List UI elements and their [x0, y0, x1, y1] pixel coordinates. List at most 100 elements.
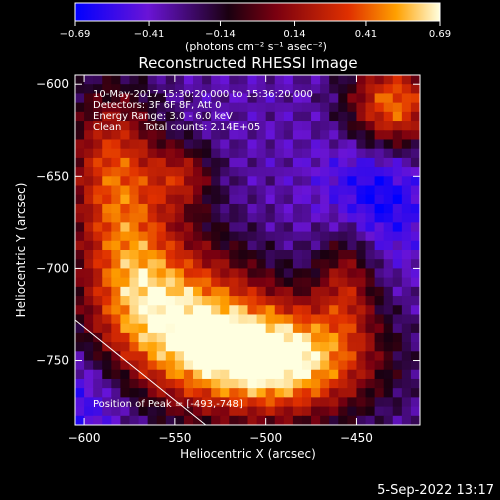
heatmap-cell — [102, 185, 112, 196]
heatmap-cell — [329, 157, 339, 168]
heatmap-cell — [292, 213, 303, 223]
heatmap-cell — [84, 314, 94, 325]
heatmap-cell — [283, 406, 294, 417]
heatmap-cell — [274, 342, 285, 352]
heatmap-cell — [247, 167, 258, 177]
heatmap-cell — [392, 277, 403, 288]
heatmap-cell — [102, 157, 112, 168]
heatmap-cell — [102, 388, 112, 398]
heatmap-cell — [374, 378, 385, 389]
heatmap-cell — [238, 286, 249, 297]
heatmap-cell — [410, 388, 420, 398]
heatmap-cell — [84, 102, 94, 113]
heatmap-cell — [410, 305, 420, 316]
heatmap-cell — [102, 360, 112, 371]
heatmap-cell — [202, 111, 212, 122]
heatmap-cell — [183, 332, 194, 343]
heatmap-cell — [410, 231, 420, 242]
heatmap-cell — [356, 93, 367, 104]
heatmap-cell — [401, 148, 412, 159]
heatmap-cell — [383, 185, 394, 196]
heatmap-cell — [401, 259, 412, 270]
heatmap-cell — [102, 111, 112, 122]
heatmap-cell — [102, 102, 112, 113]
heatmap-cell — [311, 388, 321, 398]
heatmap-cell — [93, 240, 103, 251]
heatmap-cell — [301, 250, 312, 260]
heatmap-cell — [347, 286, 358, 297]
heatmap-cell — [193, 75, 203, 85]
heatmap-cell — [111, 213, 121, 223]
heatmap-cell — [138, 305, 149, 316]
heatmap-cell — [84, 388, 94, 398]
heatmap-cell — [383, 75, 394, 85]
heatmap-cell — [256, 397, 267, 408]
heatmap-cell — [93, 332, 103, 343]
heatmap-cell — [202, 388, 212, 398]
heatmap-cell — [147, 121, 158, 131]
heatmap-cell — [220, 342, 230, 352]
heatmap-cell — [120, 139, 131, 150]
heatmap-cell — [220, 305, 230, 316]
heatmap-cell — [410, 84, 420, 95]
heatmap-cell — [156, 397, 167, 408]
heatmap-cell — [256, 360, 267, 371]
heatmap-cell — [256, 277, 267, 288]
heatmap-cell — [383, 231, 394, 242]
heatmap-cell — [292, 351, 303, 362]
heatmap-cell — [174, 75, 185, 85]
colorbar-unit-label: (photons cm⁻² s⁻¹ asec⁻²) — [185, 40, 327, 53]
heatmap-cell — [365, 369, 376, 380]
heatmap-cell — [383, 203, 394, 214]
heatmap-cell — [329, 121, 339, 131]
heatmap-cell — [202, 332, 212, 343]
heatmap-cell — [165, 305, 176, 316]
heatmap-cell — [256, 342, 267, 352]
heatmap-cell — [256, 415, 267, 425]
heatmap-cell — [274, 222, 285, 233]
heatmap-cell — [220, 121, 230, 131]
heatmap-cell — [283, 323, 294, 334]
heatmap-cell — [211, 286, 221, 297]
heatmap-cell — [183, 360, 194, 371]
heatmap-cell — [174, 332, 185, 343]
colorbar-ticks: −0.69 −0.41 −0.14 0.14 0.41 0.69 — [60, 21, 451, 40]
heatmap-cell — [147, 148, 158, 159]
heatmap-cell — [120, 296, 131, 306]
heatmap-cell — [365, 406, 376, 417]
heatmap-cell — [202, 351, 212, 362]
heatmap-cell — [229, 277, 240, 288]
heatmap-cell — [392, 102, 403, 113]
colorbar-tick-label: −0.41 — [134, 29, 165, 40]
heatmap-cell — [156, 406, 167, 417]
heatmap-cell — [156, 102, 167, 113]
heatmap-cell — [320, 148, 330, 159]
heatmap-cell — [347, 231, 358, 242]
heatmap-cell — [338, 286, 348, 297]
heatmap-cell — [156, 323, 167, 334]
heatmap-cell — [93, 397, 103, 408]
heatmap-cell — [292, 369, 303, 380]
heatmap-cell — [401, 75, 412, 85]
heatmap-cell — [283, 314, 294, 325]
heatmap-cell — [274, 84, 285, 95]
heatmap-cell — [156, 139, 167, 150]
heatmap-cell — [401, 323, 412, 334]
heatmap-cell — [320, 397, 330, 408]
heatmap-cell — [365, 332, 376, 343]
heatmap-cell — [147, 342, 158, 352]
heatmap-cell — [138, 222, 149, 233]
heatmap-cell — [383, 93, 394, 104]
heatmap-cell — [392, 360, 403, 371]
heatmap-cell — [220, 332, 230, 343]
heatmap-cell — [329, 314, 339, 325]
heatmap-cell — [383, 296, 394, 306]
heatmap-cell — [229, 157, 240, 168]
heatmap-cell — [383, 139, 394, 150]
heatmap-cell — [247, 111, 258, 122]
heatmap-cell — [410, 130, 420, 141]
heatmap-cell — [320, 259, 330, 270]
heatmap-cell — [356, 296, 367, 306]
heatmap-cell — [401, 332, 412, 343]
heatmap-cell — [311, 369, 321, 380]
